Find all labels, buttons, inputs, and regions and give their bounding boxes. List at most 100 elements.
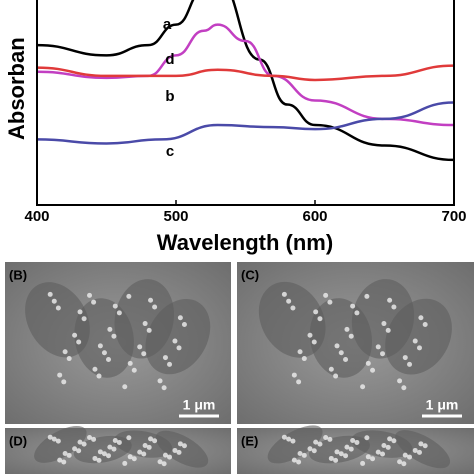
particle [338,451,344,457]
particle [422,443,428,449]
particle [77,309,83,315]
particle [177,315,183,321]
particle [343,453,349,459]
particle [72,332,78,338]
particle [106,357,112,363]
particle [360,384,366,390]
particle [416,449,422,455]
particle [380,351,386,357]
particle [172,447,178,453]
particle [181,322,187,328]
particle [365,454,371,460]
particle [87,292,93,298]
particle [112,438,118,444]
particle [354,439,360,445]
particle [412,447,418,453]
particle [126,293,132,299]
particle [297,349,303,355]
particle [162,355,168,361]
particle [375,344,381,350]
particle [107,326,113,332]
particle [317,316,323,322]
particle [307,332,313,338]
particle [96,457,102,463]
particle [61,459,67,465]
series-line [37,64,454,82]
panel-label: (E) [241,433,258,448]
y-axis-label: Absorban [4,37,29,140]
particle [328,455,334,461]
particle [142,321,148,327]
particle [307,446,313,452]
particle [422,322,428,328]
series-label: d [165,51,174,68]
particle [333,373,339,379]
particle [333,457,339,463]
particle [122,460,128,466]
particle [181,443,187,449]
particle [375,449,381,455]
series-line [37,101,454,145]
particle [167,454,173,460]
particle [313,439,319,445]
plot: 400 500 600 700 a d b c [24,0,467,225]
particle [323,434,329,440]
particle [81,441,87,447]
particle [47,434,53,440]
particle [51,436,57,442]
particle [290,305,296,311]
particle [162,452,168,458]
particle [313,309,319,315]
particle [127,454,133,460]
particle [385,327,391,333]
particle [350,303,356,309]
cell-shape [34,425,87,463]
series-label: a [163,16,172,33]
particle [176,345,182,351]
particle [344,326,350,332]
particle [157,378,163,384]
particle [146,444,152,450]
particle [142,442,148,448]
particle [141,451,147,457]
particle [148,436,154,442]
particle [148,297,154,303]
particle [381,321,387,327]
particle [348,446,354,452]
particle [370,367,376,373]
particle [97,343,103,349]
particle [157,459,163,465]
particle [418,315,424,321]
particle [76,339,82,345]
particle [131,456,137,462]
panel-label: (D) [9,433,27,448]
particle [51,298,57,304]
scale-bar-label: 1 μm [183,397,216,413]
particle [328,366,334,372]
particle [152,438,158,444]
particle [327,436,333,442]
particle [87,434,93,440]
particle [296,459,302,465]
particle [112,303,118,309]
particle [380,451,386,457]
particle [81,316,87,322]
particle [350,438,356,444]
particle [66,356,72,362]
particle [92,455,98,461]
particle [365,360,371,366]
particle [55,305,61,311]
particle [364,293,370,299]
particle [407,361,413,367]
cell-shape [395,430,451,469]
particle [334,449,340,455]
particle [387,297,393,303]
particle [97,449,103,455]
particle [106,453,112,459]
particle [146,327,152,333]
particle [291,457,297,463]
particle [416,345,422,351]
particle [176,449,182,455]
particle [344,444,350,450]
